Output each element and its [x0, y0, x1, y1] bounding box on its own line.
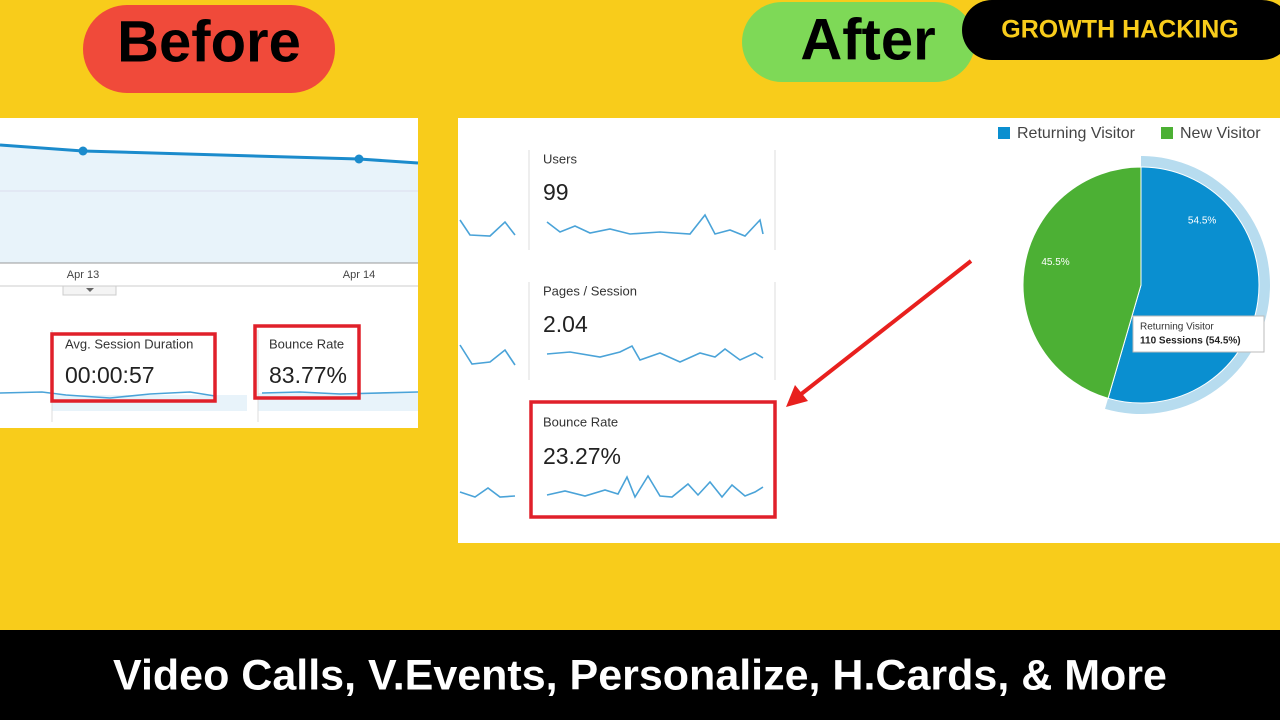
- after-pill: [742, 2, 975, 82]
- tooltip-title: Returning Visitor: [1140, 322, 1214, 333]
- sparkline: [459, 487, 516, 498]
- sparkline: [546, 344, 764, 363]
- before-panel: Apr 13 Apr 14 Avg. Session Duration 00:0…: [0, 118, 419, 428]
- badge-text: GROWTH HACKING: [1001, 16, 1238, 44]
- legend-swatch: [998, 127, 1010, 139]
- after-title: After: [800, 7, 935, 72]
- tab-arrow: [86, 288, 94, 292]
- point: [354, 154, 364, 164]
- pie-slice: [1022, 166, 1142, 399]
- tooltip-detail: 110 Sessions (54.5%): [1140, 336, 1241, 347]
- footer-text: Video Calls, V.Events, Personalize, H.Ca…: [113, 651, 1167, 699]
- sparkline: [0, 391, 216, 399]
- area: [0, 145, 418, 263]
- point: [78, 146, 88, 156]
- arrow: [798, 259, 973, 397]
- metric-value: 00:00:57: [65, 362, 155, 388]
- tooltip: [1132, 315, 1265, 353]
- highlight: [50, 332, 217, 403]
- sparkline: [546, 474, 764, 499]
- spark-area: [258, 393, 418, 411]
- metric-value: 83.77%: [269, 362, 347, 388]
- legend-label: New Visitor: [1180, 125, 1261, 142]
- line: [0, 143, 419, 165]
- arrow-head: [786, 385, 808, 407]
- metric-label: Avg. Session Duration: [65, 336, 193, 351]
- metric-value: 2.04: [543, 311, 588, 337]
- metric-label: Bounce Rate: [543, 414, 618, 429]
- metric-label: Bounce Rate: [269, 336, 344, 351]
- pie-chart: Returning Visitor New Visitor 54.5% 45.5% Re…: [998, 125, 1270, 414]
- x-label: Apr 14: [343, 269, 375, 281]
- legend-swatch: [1161, 127, 1173, 139]
- legend-label: Returning Visitor: [1017, 125, 1136, 142]
- sparkline: [546, 213, 764, 237]
- highlight: [253, 324, 361, 400]
- metric-value: 23.27%: [543, 443, 621, 469]
- sparkline: [459, 344, 516, 366]
- highlight: [529, 400, 777, 519]
- before-pill: [83, 5, 335, 93]
- sparkline: [459, 219, 516, 237]
- x-label: Apr 13: [67, 269, 99, 281]
- badge: [962, 0, 1280, 60]
- before-title: Before: [117, 9, 301, 74]
- slice-label: 54.5%: [1188, 216, 1216, 227]
- sparkline: [261, 391, 419, 395]
- metric-value: 99: [543, 179, 569, 205]
- slice-label: 45.5%: [1041, 257, 1069, 268]
- metric-label: Pages / Session: [543, 283, 637, 298]
- metric-label: Users: [543, 151, 577, 166]
- footer-bar: [0, 630, 1280, 720]
- spark-area: [52, 395, 247, 411]
